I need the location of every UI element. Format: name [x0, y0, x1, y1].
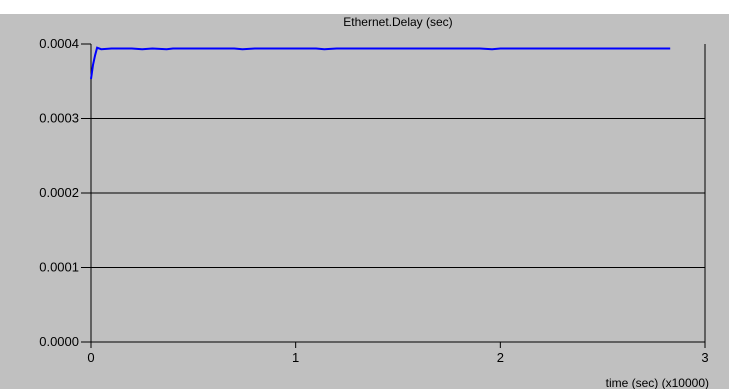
x-tick-label: 0 — [87, 350, 94, 365]
chart-title: Ethernet.Delay (sec) — [343, 15, 452, 29]
x-tick-label: 1 — [292, 350, 299, 365]
x-axis-title: time (sec) (x10000) — [606, 376, 709, 389]
y-tick-label: 0.0002 — [39, 185, 79, 200]
y-tick-label: 0.0000 — [39, 334, 79, 349]
ethernet-delay-chart: Ethernet.Delay (sec) 0.0000 0.0001 0.0002 0… — [39, 15, 709, 389]
x-tick-label: 2 — [497, 350, 504, 365]
y-tick-label: 0.0004 — [39, 36, 79, 51]
delay-series-line — [90, 46, 671, 80]
chart-frame: Ethernet.Delay (sec) 0.0000 0.0001 0.0002 0… — [0, 14, 729, 389]
x-tick-label: 3 — [701, 350, 708, 365]
y-tick-label: 0.0001 — [39, 260, 79, 275]
y-tick-label: 0.0003 — [39, 111, 79, 126]
